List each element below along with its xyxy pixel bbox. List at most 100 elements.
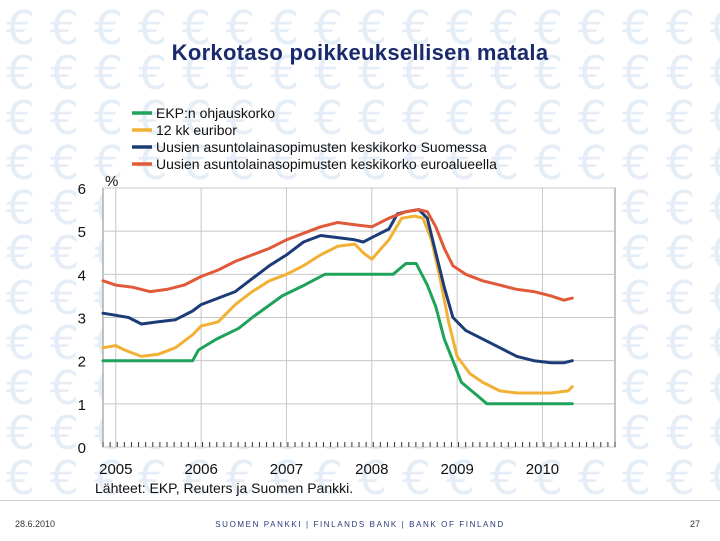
euro-glyph: € [50,91,79,145]
euro-glyph: € [578,136,607,190]
euro-glyph: € [314,136,343,190]
euro-glyph: € [138,451,167,500]
euro-glyph: € [226,91,255,145]
euro-glyph: € [622,181,651,235]
series-line-3 [101,208,574,365]
euro-glyph: € [446,1,475,55]
euro-glyph: € [402,46,431,100]
euro-glyph: € [182,451,211,500]
legend-label: EKP:n ohjauskorko [156,105,275,121]
euro-glyph: € [534,91,563,145]
x-tick-label: 2005 [99,461,132,478]
euro-glyph: € [666,46,695,100]
series-line-4 [101,208,574,302]
euro-glyph: € [402,1,431,55]
euro-glyph: € [226,46,255,100]
y-tick-label: 3 [78,311,86,328]
euro-glyph: € [534,451,563,500]
euro-glyph: € [446,91,475,145]
euro-glyph: € [710,271,720,325]
euro-glyph: € [50,46,79,100]
euro-glyph: € [666,1,695,55]
footer-bank-name: SUOMEN PANKKI | FINLANDS BANK | BANK OF … [215,520,505,529]
euro-glyph: € [94,46,123,100]
euro-glyph: € [710,316,720,370]
euro-glyph: € [50,316,79,370]
series-line-2 [101,214,574,395]
y-axis-unit: % [105,173,118,190]
euro-glyph: € [50,361,79,415]
euro-glyph: € [666,91,695,145]
euro-glyph: € [622,46,651,100]
x-tick-label: 2009 [440,461,473,478]
euro-glyph: € [314,451,343,500]
euro-glyph: € [666,361,695,415]
y-tick-label: 5 [78,224,86,241]
euro-glyph: € [710,406,720,460]
euro-glyph: € [138,1,167,55]
x-tick-label: 2006 [184,461,217,478]
euro-glyph: € [6,91,35,145]
euro-glyph: € [94,91,123,145]
euro-glyph: € [50,136,79,190]
euro-glyph: € [50,271,79,325]
euro-glyph: € [226,451,255,500]
euro-glyph: € [534,46,563,100]
euro-glyph: € [710,1,720,55]
y-tick-label: 6 [78,181,86,198]
euro-glyph: € [6,181,35,235]
euro-glyph: € [622,451,651,500]
euro-glyph: € [138,46,167,100]
footer-date: 28.6.2010 [15,519,56,529]
source-note: Lähteet: EKP, Reuters ja Suomen Pankki. [95,480,354,496]
euro-glyph: € [446,136,475,190]
euro-glyph: € [358,136,387,190]
euro-glyph: € [270,136,299,190]
euro-glyph: € [534,1,563,55]
euro-glyph: € [6,1,35,55]
euro-glyph: € [50,451,79,500]
euro-glyph: € [710,91,720,145]
euro-glyph: € [182,91,211,145]
euro-glyph: € [710,361,720,415]
euro-glyph: € [358,91,387,145]
euro-glyph: € [50,1,79,55]
euro-glyph: € [446,451,475,500]
legend-label: Uusien asuntolainasopimusten keskikorko … [156,139,487,155]
euro-glyph: € [622,136,651,190]
x-tick-label: 2008 [355,461,388,478]
euro-glyph: € [94,1,123,55]
euro-glyph: € [6,136,35,190]
euro-glyph: € [94,136,123,190]
slide-title: Korkotaso poikkeuksellisen matala [171,40,549,65]
euro-glyph: € [622,1,651,55]
euro-glyph: € [710,451,720,500]
euro-glyph: € [622,91,651,145]
euro-glyph: € [358,46,387,100]
euro-glyph: € [534,136,563,190]
euro-glyph: € [666,406,695,460]
euro-glyph: € [270,1,299,55]
y-tick-label: 4 [78,267,86,284]
x-tick-label: 2010 [526,461,559,478]
euro-glyph: € [182,46,211,100]
euro-glyph: € [182,136,211,190]
euro-glyph: € [402,451,431,500]
euro-glyph: € [666,316,695,370]
euro-glyph: € [226,1,255,55]
euro-glyph: € [622,406,651,460]
euro-glyph: € [402,136,431,190]
euro-glyph: € [622,226,651,280]
euro-glyph: € [50,181,79,235]
euro-glyph: € [402,91,431,145]
slide-footer: 28.6.2010 SUOMEN PANKKI | FINLANDS BANK … [0,500,720,541]
euro-glyph: € [710,46,720,100]
euro-glyph: € [358,451,387,500]
euro-glyph: € [226,136,255,190]
series-line-1 [101,262,574,406]
euro-glyph: € [6,226,35,280]
euro-glyph: € [270,91,299,145]
euro-glyph: € [6,271,35,325]
euro-glyph: € [578,451,607,500]
euro-glyph: € [710,136,720,190]
